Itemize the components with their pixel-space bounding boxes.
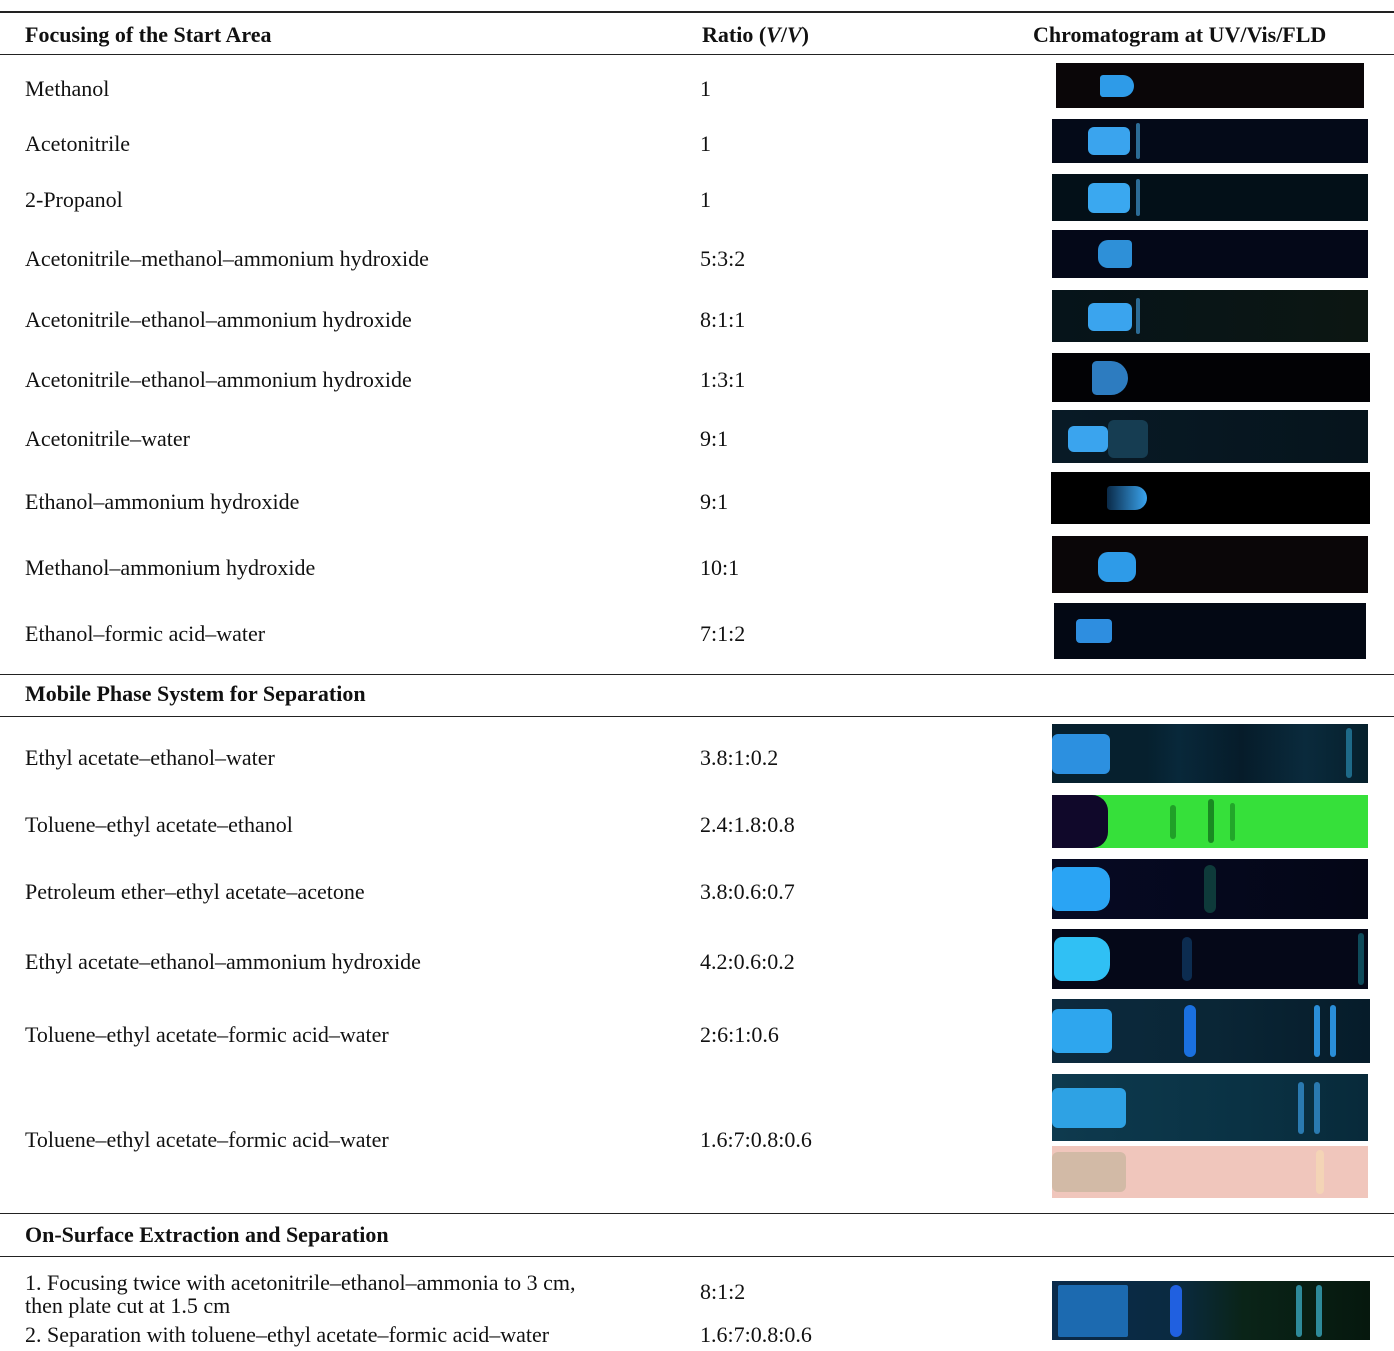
cell: 1.6:7:0.8:0.6: [700, 1127, 812, 1153]
cell: 5:3:2: [700, 246, 745, 272]
cell: Petroleum ether–ethyl acetate–acetone: [25, 879, 365, 905]
rule: [0, 54, 1394, 55]
cell: 2:6:1:0.6: [700, 1022, 779, 1048]
cell: Acetonitrile–ethanol–ammonium hydroxide: [25, 307, 412, 333]
chromatogram: [1052, 536, 1368, 593]
cell: Ethyl acetate–ethanol–water: [25, 745, 275, 771]
top-rule: [0, 11, 1394, 13]
cell: Ethanol–formic acid–water: [25, 621, 265, 647]
header-cell: Chromatogram at UV/Vis/FLD: [1033, 22, 1326, 48]
cell: 3.8:1:0.2: [700, 745, 778, 771]
cell: 1:3:1: [700, 367, 745, 393]
cell: 8:1:2: [700, 1279, 745, 1305]
cell: 9:1: [700, 426, 728, 452]
chromatogram: [1052, 290, 1368, 342]
cell: 10:1: [700, 555, 739, 581]
cell: 2. Separation with toluene–ethyl acetate…: [25, 1322, 549, 1348]
cell: 9:1: [700, 489, 728, 515]
cell: Acetonitrile–water: [25, 426, 190, 452]
header-text: ): [802, 22, 809, 47]
cell: Toluene–ethyl acetate–ethanol: [25, 812, 293, 838]
chromatogram: [1052, 929, 1368, 989]
cell: Ethanol–ammonium hydroxide: [25, 489, 299, 515]
chromatogram: [1052, 410, 1368, 463]
chromatogram: [1052, 724, 1368, 783]
cell: Ethyl acetate–ethanol–ammonium hydroxide: [25, 949, 421, 975]
cell: 8:1:1: [700, 307, 745, 333]
cell: 2.4:1.8:0.8: [700, 812, 795, 838]
chromatogram: [1052, 174, 1368, 221]
rule: [0, 716, 1394, 717]
cell: 4.2:0.6:0.2: [700, 949, 795, 975]
chromatogram: [1052, 859, 1368, 919]
header-text: V: [787, 22, 802, 47]
chromatogram: [1051, 472, 1370, 524]
cell: Acetonitrile–ethanol–ammonium hydroxide: [25, 367, 412, 393]
chromatogram: [1052, 119, 1368, 163]
chromatogram: [1052, 1074, 1368, 1141]
cell: then plate cut at 1.5 cm: [25, 1293, 230, 1319]
chromatogram: [1052, 230, 1368, 278]
rule: [0, 674, 1394, 675]
cell: 1.6:7:0.8:0.6: [700, 1322, 812, 1348]
cell: 1: [700, 131, 711, 157]
header-cell: Ratio (V/V): [702, 22, 809, 48]
cell: 7:1:2: [700, 621, 745, 647]
header-text: V: [766, 22, 781, 47]
cell: Acetonitrile–methanol–ammonium hydroxide: [25, 246, 429, 272]
cell: Toluene–ethyl acetate–formic acid–water: [25, 1127, 389, 1153]
rule: [0, 1256, 1394, 1257]
cell: Toluene–ethyl acetate–formic acid–water: [25, 1022, 389, 1048]
cell: 2-Propanol: [25, 187, 123, 213]
section-title: On-Surface Extraction and Separation: [25, 1222, 389, 1248]
chromatogram: [1054, 603, 1366, 659]
header-cell: Focusing of the Start Area: [25, 22, 271, 48]
cell: Methanol: [25, 76, 109, 102]
cell: Acetonitrile: [25, 131, 130, 157]
cell: 1: [700, 76, 711, 102]
chromatogram: [1052, 999, 1370, 1063]
cell: 1: [700, 187, 711, 213]
chromatogram: [1052, 1281, 1370, 1340]
cell: 3.8:0.6:0.7: [700, 879, 795, 905]
chromatogram: [1052, 1146, 1368, 1198]
rule: [0, 1213, 1394, 1214]
chromatogram: [1052, 795, 1368, 848]
cell: Methanol–ammonium hydroxide: [25, 555, 315, 581]
header-text: Ratio (: [702, 22, 766, 47]
chromatogram: [1052, 353, 1370, 402]
section-title: Mobile Phase System for Separation: [25, 681, 366, 707]
chromatogram: [1056, 63, 1364, 108]
page: Focusing of the Start Area Ratio (V/V) C…: [0, 0, 1394, 1351]
